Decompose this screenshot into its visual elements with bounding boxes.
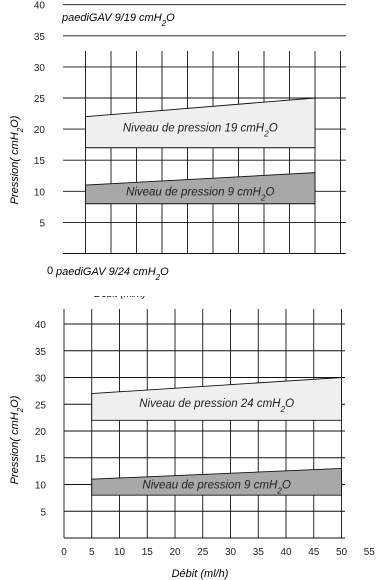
pressure-band-low <box>91 467 342 496</box>
x-tick-label: 35 <box>253 547 265 558</box>
x-tick-label: 45 <box>308 547 320 558</box>
x-tick-label: 25 <box>197 547 209 558</box>
x-tick-label: 20 <box>169 547 181 558</box>
chart-2-x-axis-label: Débit (ml/h) <box>172 568 229 580</box>
chart-2-title: paediGAV 9/24 cmH2O <box>55 266 169 282</box>
chart-2-y-ticks: 5 10 15 20 25 30 35 40 <box>35 320 47 518</box>
x-tick-label: 0 <box>61 547 67 558</box>
chart-2-grid <box>63 309 345 539</box>
chart-1-title: paediGAV 9/19 cmH2O <box>61 12 175 28</box>
chart-1: paediGAV 9/19 cmH2O Niveau de pression 1… <box>9 1 346 300</box>
chart-2-y-axis-label: Pression( cmH2O) <box>9 395 25 484</box>
x-tick-label: 55 <box>364 547 376 558</box>
chart-2-bands: Niveau de pression 24 cmH2O Niveau de pre… <box>91 377 342 496</box>
y-tick-label: 20 <box>35 427 47 438</box>
x-tick-label: 10 <box>114 547 126 558</box>
y-tick-label: 35 <box>34 32 46 43</box>
y-tick-label: 5 <box>39 218 45 229</box>
pressure-band-label: Niveau de pression 9 cmH2O <box>126 186 274 202</box>
chart-2-x-ticks: 0 5 10 15 20 25 30 35 40 45 50 55 <box>61 547 375 558</box>
chart-1-corner-zero: 0 <box>47 265 53 277</box>
pressure-band-high <box>85 97 316 149</box>
y-tick-label: 40 <box>34 1 46 12</box>
x-tick-label: 50 <box>336 547 348 558</box>
y-tick-label: 40 <box>35 320 47 331</box>
x-tick-label: 15 <box>142 547 154 558</box>
y-tick-label: 30 <box>35 374 47 385</box>
y-tick-label: 25 <box>34 94 46 105</box>
y-tick-label: 25 <box>35 400 47 411</box>
pressure-band-label: Niveau de pression 24 cmH2O <box>139 398 294 414</box>
pressure-band-high <box>91 377 342 421</box>
x-tick-label: 5 <box>89 547 95 558</box>
pressure-band-label: Niveau de pression 9 cmH2O <box>142 480 290 496</box>
y-tick-label: 5 <box>40 507 46 518</box>
x-tick-label: 40 <box>280 547 292 558</box>
chart-1-bands: Niveau de pression 19 cmH2O Niveau de pre… <box>85 97 316 205</box>
y-tick-label: 10 <box>35 481 47 492</box>
chart-1-y-ticks: 5 10 15 20 25 30 35 40 <box>34 1 46 230</box>
y-tick-label: 10 <box>34 187 46 198</box>
y-tick-label: 30 <box>34 63 46 74</box>
chart-2: paediGAV 9/24 cmH2O Niveau de pression 2… <box>9 266 375 580</box>
y-tick-label: 35 <box>35 347 47 358</box>
chart-1-y-axis-label: Pression( cmH2O) <box>9 115 25 204</box>
chart-1-xlabel-mask <box>56 286 226 296</box>
y-tick-label: 20 <box>34 125 46 136</box>
pressure-band-low <box>85 172 316 205</box>
x-tick-label: 30 <box>225 547 237 558</box>
pressure-band-label: Niveau de pression 19 cmH2O <box>123 123 278 139</box>
y-tick-label: 15 <box>35 454 47 465</box>
y-tick-label: 15 <box>34 156 46 167</box>
